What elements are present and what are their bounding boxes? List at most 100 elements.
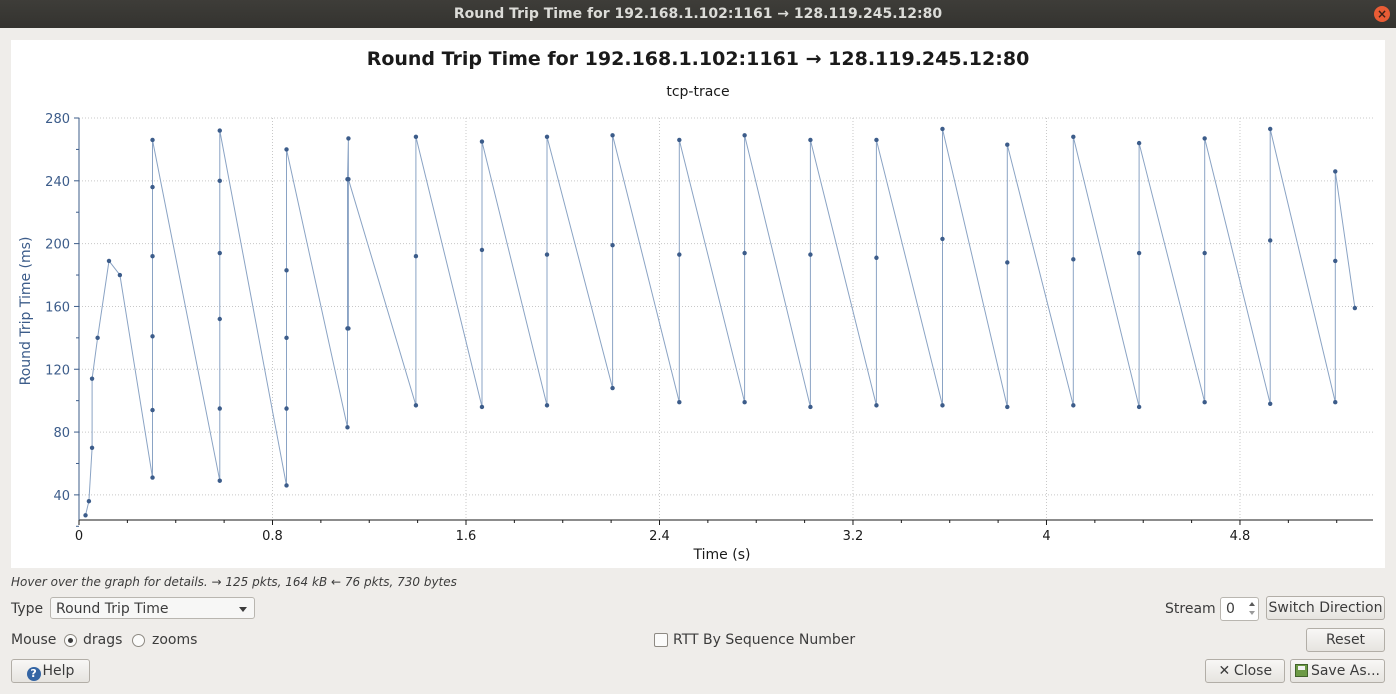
rtt-point: [1136, 250, 1142, 256]
rtt-point: [346, 177, 351, 182]
rtt-point: [346, 326, 351, 331]
rtt-point: [479, 247, 485, 253]
rtt-point: [217, 316, 222, 322]
rtt-point: [742, 250, 747, 256]
rtt-point: [83, 513, 88, 518]
chart-subtitle: tcp-trace: [666, 84, 729, 100]
plot-area[interactable]: Round Trip Time for 192.168.1.102:1161 →…: [11, 40, 1385, 568]
rtt-point: [610, 385, 615, 391]
rtt-chart[interactable]: Round Trip Time for 192.168.1.102:1161 →…: [11, 40, 1385, 568]
rtt-point: [677, 137, 682, 143]
rtt-point: [874, 255, 879, 260]
drags-radio[interactable]: [64, 634, 77, 647]
rtt-points: [83, 126, 1358, 518]
rtt-point: [479, 139, 485, 144]
window-titlebar: Round Trip Time for 192.168.1.102:1161 →…: [0, 0, 1396, 28]
help-label: Help: [42, 663, 75, 679]
rtt-point: [1071, 403, 1076, 408]
rtt-point: [1136, 404, 1142, 410]
chart-axes: [78, 118, 1373, 521]
rtt-point: [544, 252, 550, 257]
rtt-point: [150, 137, 155, 143]
rtt-point: [1005, 142, 1010, 147]
reset-button[interactable]: Reset: [1306, 628, 1385, 652]
rtt-point: [217, 478, 222, 483]
spin-up-icon[interactable]: [1249, 602, 1255, 606]
rtt-point: [1202, 136, 1207, 141]
save-as-label: Save As...: [1310, 663, 1381, 679]
save-as-button[interactable]: Save As...: [1290, 659, 1385, 683]
rtt-point: [217, 178, 222, 184]
rtt-point: [284, 406, 289, 411]
rtt-point: [284, 335, 289, 341]
rtt-by-sequence-checkbox[interactable]: [654, 633, 668, 647]
spin-down-icon[interactable]: [1249, 611, 1255, 615]
rtt-point: [1202, 400, 1207, 405]
rtt-point: [1136, 140, 1142, 146]
rtt-point: [117, 272, 123, 278]
chevron-down-icon: [239, 607, 247, 612]
zooms-label: zooms: [152, 632, 198, 648]
close-button[interactable]: ✕ Close: [1205, 659, 1285, 683]
x-tick-label: 3.2: [843, 529, 864, 544]
y-tick-label: 40: [53, 489, 70, 504]
x-tick-label: 0.8: [262, 529, 283, 544]
rtt-point: [413, 134, 419, 140]
rtt-point: [413, 253, 419, 259]
x-tick-label: 4.8: [1230, 529, 1251, 544]
rtt-by-sequence-label: RTT By Sequence Number: [673, 632, 856, 648]
window-close-icon[interactable]: ×: [1374, 6, 1390, 22]
rtt-point: [217, 406, 222, 411]
status-text: Hover over the graph for details. → 125 …: [11, 575, 457, 589]
switch-direction-button[interactable]: Switch Direction: [1266, 596, 1385, 620]
rtt-point: [1071, 257, 1076, 262]
type-label: Type: [11, 601, 44, 617]
rtt-point: [940, 126, 945, 132]
x-tick-label: 2.4: [649, 529, 670, 544]
rtt-point: [150, 475, 155, 480]
stream-spinbox[interactable]: 0: [1220, 597, 1259, 621]
x-axis-label: Time (s): [693, 547, 751, 563]
x-tick-label: 4: [1042, 529, 1050, 544]
rtt-point: [345, 425, 350, 430]
close-label: Close: [1233, 663, 1273, 679]
rtt-point: [150, 334, 155, 339]
rtt-point: [610, 242, 615, 248]
rtt-point: [677, 400, 682, 405]
stream-value: 0: [1226, 601, 1235, 617]
rtt-point: [1352, 305, 1358, 311]
rtt-point: [413, 403, 419, 408]
rtt-point: [1333, 400, 1338, 405]
rtt-point: [86, 498, 92, 504]
save-icon: [1294, 664, 1308, 677]
rtt-point: [1202, 250, 1207, 256]
rtt-point: [346, 136, 351, 141]
help-button[interactable]: ? Help: [11, 659, 90, 683]
rtt-point: [544, 134, 550, 140]
rtt-point: [1333, 258, 1338, 264]
zooms-radio[interactable]: [132, 634, 145, 647]
rtt-point: [874, 137, 879, 143]
y-tick-label: 160: [45, 300, 70, 315]
rtt-point: [742, 400, 747, 405]
rtt-point: [106, 258, 112, 264]
y-tick-label: 80: [53, 426, 70, 441]
rtt-point: [940, 236, 945, 242]
rtt-point: [95, 335, 100, 341]
type-dropdown[interactable]: Round Trip Time: [50, 597, 255, 619]
mouse-label: Mouse: [11, 632, 57, 648]
x-tick-label: 0: [75, 529, 83, 544]
rtt-point: [1268, 238, 1273, 243]
rtt-point: [808, 137, 813, 143]
y-tick-label: 120: [45, 363, 70, 378]
rtt-point: [1268, 126, 1273, 132]
rtt-point: [284, 483, 289, 488]
window-title: Round Trip Time for 192.168.1.102:1161 →…: [453, 6, 943, 22]
stream-label: Stream: [1165, 601, 1216, 617]
rtt-point: [217, 128, 222, 133]
rtt-point: [150, 184, 155, 190]
rtt-point: [940, 403, 945, 408]
rtt-point: [808, 252, 813, 257]
type-dropdown-value: Round Trip Time: [56, 601, 169, 617]
rtt-point: [1268, 401, 1273, 406]
